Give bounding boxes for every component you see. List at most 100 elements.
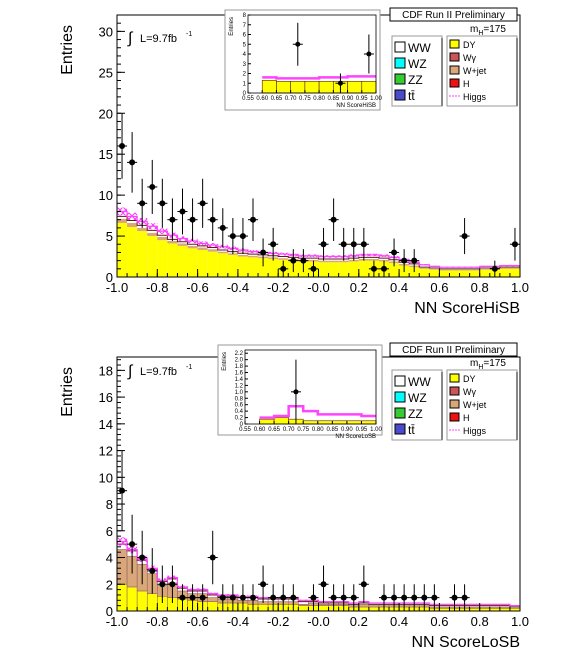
inset-frame [244, 349, 377, 425]
inset-y-tick-label: 4 [243, 52, 247, 58]
hist-bar [177, 243, 188, 246]
hist-bar [177, 241, 188, 244]
hist-bar [368, 606, 380, 612]
data-point [350, 594, 357, 601]
inset-bar [304, 81, 320, 94]
data-point [461, 233, 468, 240]
data-point [250, 216, 257, 223]
y-tick-label: 10 [99, 188, 113, 203]
legend-label: H [463, 413, 470, 423]
data-point [219, 224, 226, 231]
legend-swatch [449, 78, 460, 88]
inset-y-tick-label: 2 [243, 72, 247, 78]
data-point [411, 594, 418, 601]
data-point [290, 257, 297, 264]
hist-bar [136, 590, 148, 612]
data-point [189, 594, 196, 601]
hist-bar [449, 269, 460, 271]
mass-m: m [470, 24, 478, 35]
hist-bar [217, 253, 228, 277]
higgs-line [117, 210, 520, 268]
x-tick-label: -0.8 [146, 280, 168, 295]
inset-bar [317, 420, 333, 425]
hist-bar [257, 604, 269, 612]
data-point [391, 594, 398, 601]
hist-bar [117, 222, 128, 277]
lumi-exponent: -1 [186, 364, 192, 371]
inset-x-tick-label: 0.70 [283, 427, 295, 433]
inset-x-tick-label: 0.80 [312, 427, 324, 433]
data-point [149, 567, 156, 574]
inset-x-tick-label: 0.60 [256, 96, 268, 102]
y-tick-label: 6 [106, 524, 113, 539]
hist-bar [247, 255, 259, 258]
hist-bar [258, 258, 269, 277]
hist-bar [197, 245, 208, 248]
inset-bar [332, 420, 348, 425]
inset-bar [318, 81, 334, 94]
hist-bar [147, 236, 158, 277]
hist-bar [328, 260, 339, 263]
inset-x-tick-label: 0.65 [271, 96, 283, 102]
inset-y-tick-label: 0.8 [235, 396, 244, 402]
hist-bar [146, 593, 158, 612]
hist-bar [187, 244, 198, 246]
data-point [209, 216, 216, 223]
legend-label: W+jet [463, 400, 487, 410]
hist-bar [117, 218, 128, 223]
data-point [199, 594, 206, 601]
data-point [119, 487, 126, 494]
inset-y-tick-label: 0.4 [235, 409, 244, 415]
header-box [389, 342, 518, 357]
hist-bar [449, 270, 460, 277]
y-tick-label: 10 [99, 470, 113, 485]
data-point [320, 241, 327, 248]
legend-label: H [463, 79, 470, 89]
legend-label: Wγ [463, 387, 476, 397]
data-point [461, 594, 468, 601]
data-point [340, 594, 347, 601]
inset-bar [290, 81, 306, 94]
y-tick-label: 16 [99, 390, 113, 405]
inset-x-axis-label: NN ScoreLoSB [335, 434, 376, 440]
lumi-label: L=9.7fb [140, 33, 177, 45]
mass-value: =175 [483, 24, 506, 35]
hist-bar [318, 260, 329, 263]
legend-swatch [449, 52, 460, 62]
hist-bar [278, 256, 289, 259]
hist-bar [247, 254, 259, 256]
data-point [119, 143, 126, 149]
y-tick-label: 14 [99, 417, 113, 432]
hist-bar [419, 268, 430, 277]
inset-higgs-line [259, 405, 376, 419]
x-tick-label: -0.6 [186, 280, 208, 295]
mass-value: =175 [483, 358, 506, 369]
data-point [239, 594, 246, 601]
inset-bar [276, 81, 291, 94]
data-point [421, 594, 428, 601]
x-tick-label: 0.4 [390, 280, 408, 295]
hist-bar [217, 249, 228, 252]
legend-label: ZZ [408, 73, 423, 87]
inset-y-axis-label: Entries [222, 352, 228, 371]
inset-plot: 0.55 0.60 0.65 0.70 0.75 0.80 0.85 0.90 0.95 1.00… [224, 9, 382, 111]
hist-bar [127, 227, 138, 277]
y-tick-label: 18 [99, 363, 113, 378]
data-point [401, 257, 408, 264]
data-point [139, 554, 146, 561]
inset-x-tick-label: 0.95 [356, 427, 368, 433]
hist-bar [207, 249, 218, 252]
inset-y-tick-label: 2.0 [235, 358, 244, 364]
data-point [511, 241, 518, 248]
legend-swatch [449, 399, 460, 409]
x-tick-label: -0.2 [267, 280, 289, 295]
data-point [330, 594, 337, 601]
hist-bar [459, 270, 470, 277]
hist-bar [509, 268, 520, 277]
hist-bar [358, 260, 369, 277]
inset-x-tick-label: 0.95 [356, 96, 368, 102]
hist-bar [348, 261, 359, 277]
mass-label: mH=175 [470, 24, 506, 37]
x-tick-label: -0.4 [227, 614, 249, 629]
